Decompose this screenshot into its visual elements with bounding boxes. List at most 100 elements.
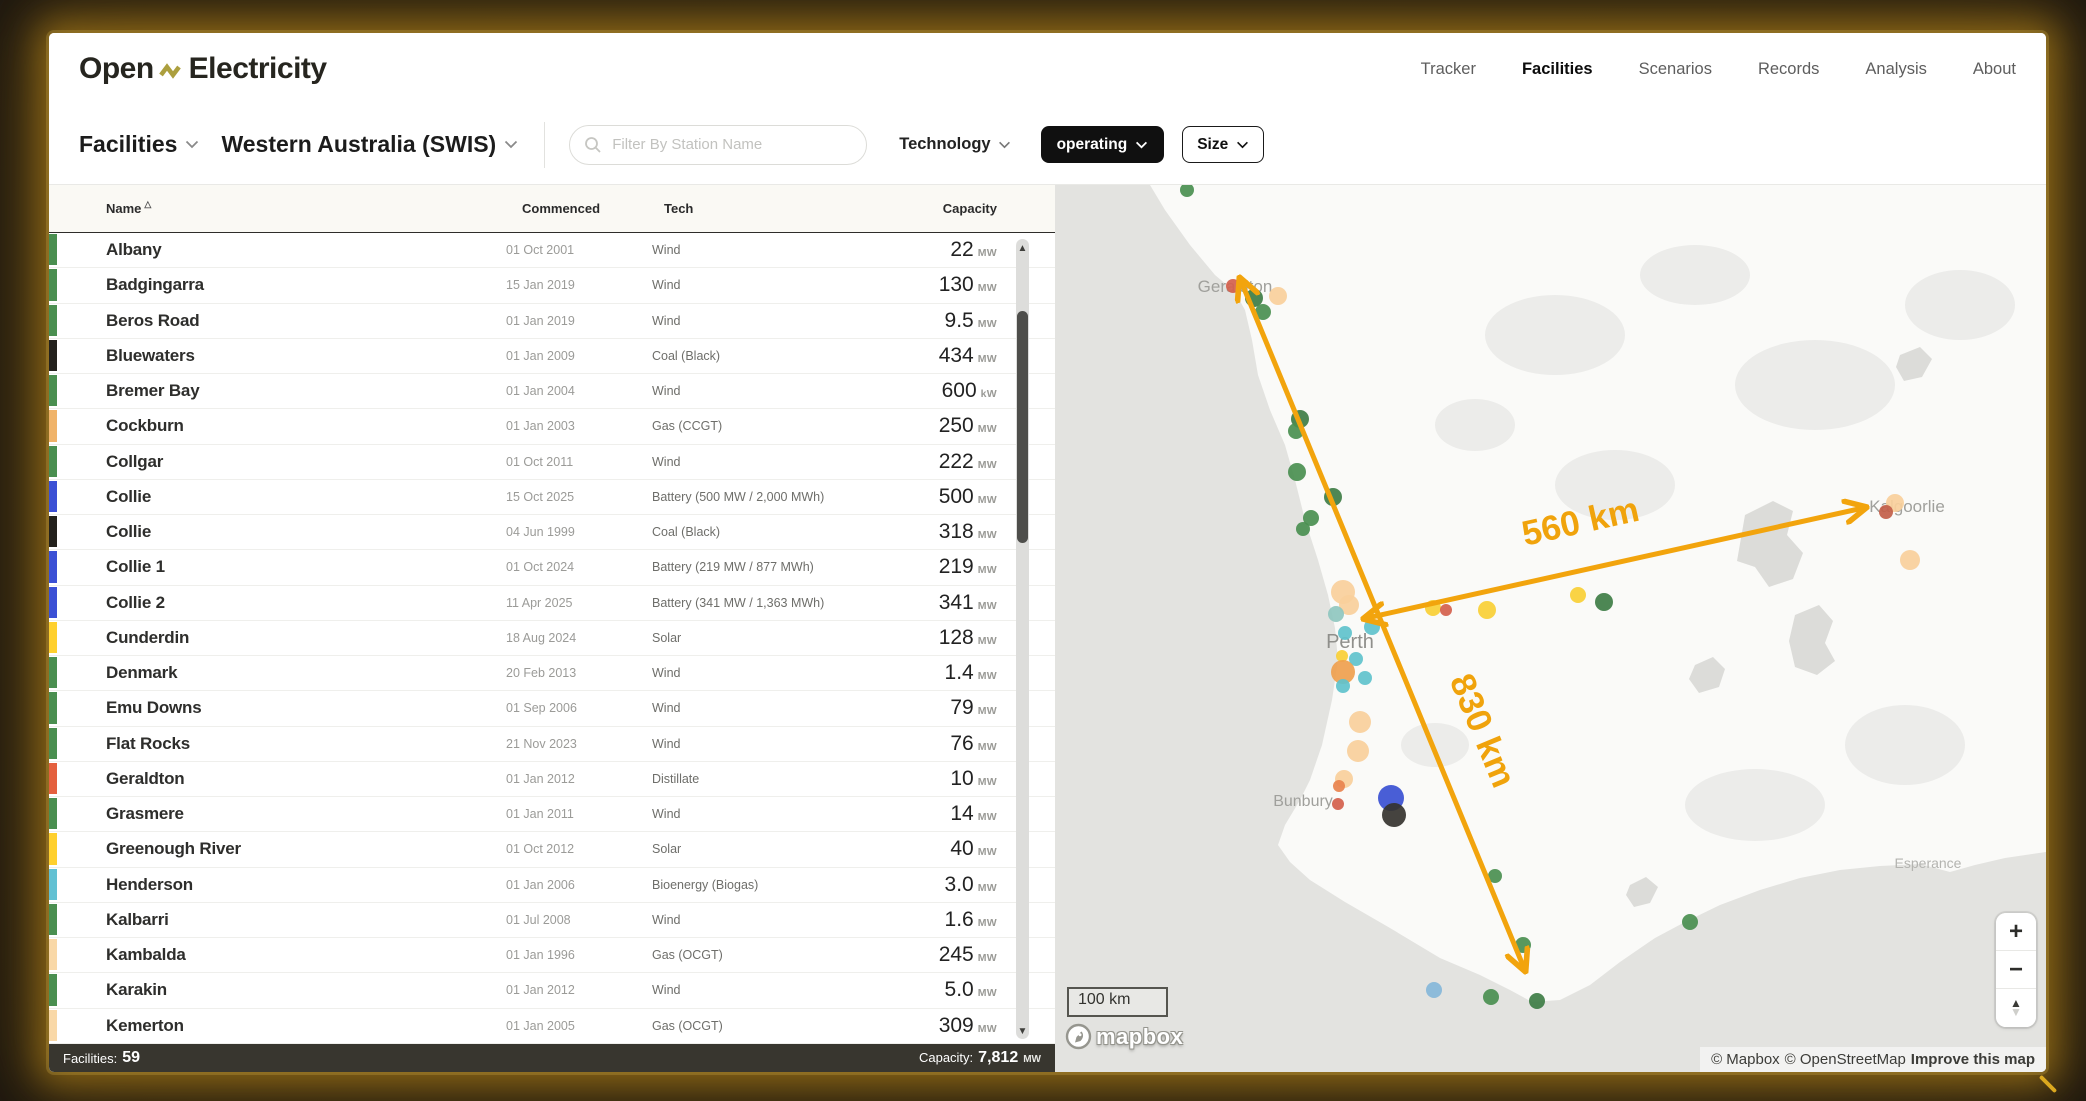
- facility-dot[interactable]: [1269, 287, 1287, 305]
- table-row[interactable]: Denmark 20 Feb 2013 Wind 1.4 MW: [49, 656, 1055, 692]
- table-row[interactable]: Albany 01 Oct 2001 Wind 22 MW: [49, 233, 1055, 269]
- table-row[interactable]: Kambalda 01 Jan 1996 Gas (OCGT) 245 MW: [49, 938, 1055, 974]
- scroll-up-icon[interactable]: ▲: [1017, 243, 1028, 254]
- table-row[interactable]: Henderson 01 Jan 2006 Bioenergy (Biogas) 3.…: [49, 867, 1055, 903]
- facility-capacity: 318 MW: [938, 520, 997, 544]
- table-row[interactable]: Flat Rocks 21 Nov 2023 Wind 76 MW: [49, 726, 1055, 762]
- table-row[interactable]: Collie 04 Jun 1999 Coal (Black) 318 MW: [49, 515, 1055, 551]
- column-header-capacity[interactable]: Capacity: [942, 201, 997, 216]
- mapbox-logo[interactable]: mapbox: [1065, 1023, 1183, 1050]
- facility-dot[interactable]: [1358, 671, 1372, 685]
- technology-dropdown[interactable]: Technology: [899, 135, 1010, 154]
- zoom-in-button[interactable]: +: [1996, 913, 2036, 951]
- table-row[interactable]: Cockburn 01 Jan 2003 Gas (CCGT) 250 MW: [49, 409, 1055, 445]
- table-row[interactable]: Bluewaters 01 Jan 2009 Coal (Black) 434 MW: [49, 338, 1055, 374]
- facility-name: Kalbarri: [106, 909, 169, 929]
- table-row[interactable]: Greenough River 01 Oct 2012 Solar 40 MW: [49, 832, 1055, 868]
- table-row[interactable]: Kemerton 01 Jan 2005 Gas (OCGT) 309 MW: [49, 1008, 1055, 1044]
- facility-commenced: 01 Jan 2005: [506, 1018, 575, 1033]
- facility-dot[interactable]: [1595, 593, 1613, 611]
- nav-item-about[interactable]: About: [1972, 59, 2016, 78]
- scroll-down-icon[interactable]: ▼: [1017, 1026, 1028, 1037]
- facility-name: Emu Downs: [106, 698, 202, 718]
- facility-dot[interactable]: [1364, 619, 1380, 635]
- nav-item-records[interactable]: Records: [1757, 59, 1820, 78]
- facility-commenced: 01 Oct 2024: [506, 560, 575, 575]
- facility-commenced: 15 Jan 2019: [506, 278, 575, 293]
- table-row[interactable]: Collie 2 11 Apr 2025 Battery (341 MW / 1,3…: [49, 585, 1055, 621]
- size-dropdown[interactable]: Size: [1182, 126, 1265, 163]
- tech-color-chip: [49, 410, 57, 442]
- table-row[interactable]: Geraldton 01 Jan 2012 Distillate 10 MW: [49, 761, 1055, 797]
- table-row[interactable]: Emu Downs 01 Sep 2006 Wind 79 MW: [49, 691, 1055, 727]
- zoom-out-button[interactable]: −: [1996, 951, 2036, 989]
- facility-dot[interactable]: [1288, 463, 1306, 481]
- table-row[interactable]: Badgingarra 15 Jan 2019 Wind 130 MW: [49, 268, 1055, 304]
- region-dropdown[interactable]: Western Australia (SWIS): [221, 131, 518, 158]
- table-row[interactable]: Collie 1 01 Oct 2024 Battery (219 MW / 877…: [49, 550, 1055, 586]
- facility-dot[interactable]: [1296, 522, 1310, 536]
- facilities-dropdown[interactable]: Facilities: [79, 131, 199, 158]
- chevron-down-icon: [186, 140, 199, 149]
- attribution-mapbox-link[interactable]: © Mapbox: [1711, 1051, 1780, 1068]
- table-row[interactable]: Grasmere 01 Jan 2011 Wind 14 MW: [49, 797, 1055, 833]
- table-row[interactable]: Beros Road 01 Jan 2019 Wind 9.5 MW: [49, 303, 1055, 339]
- facility-dot[interactable]: [1900, 550, 1920, 570]
- divider: [544, 121, 546, 168]
- tech-color-chip: [49, 692, 57, 724]
- tech-color-chip: [49, 551, 57, 583]
- facility-dot[interactable]: [1347, 740, 1369, 762]
- facility-dot[interactable]: [1478, 601, 1496, 619]
- facility-dot[interactable]: [1529, 993, 1545, 1009]
- facility-tech: Coal (Black): [652, 348, 721, 363]
- table-row[interactable]: Collie 15 Oct 2025 Battery (500 MW / 2,000…: [49, 479, 1055, 515]
- facility-dot[interactable]: [1226, 279, 1240, 293]
- facility-dot[interactable]: [1180, 185, 1194, 197]
- search-input[interactable]: [569, 124, 868, 165]
- facility-commenced: 01 Jul 2008: [506, 912, 571, 927]
- improve-map-link[interactable]: Improve this map: [1910, 1051, 2035, 1068]
- facility-dot[interactable]: [1570, 587, 1586, 603]
- map-canvas[interactable]: GeraldtonPerthBunburyKalgoorlieEsperance…: [1055, 185, 2046, 1072]
- compass-button[interactable]: ▲ ▼: [1996, 989, 2036, 1027]
- facility-capacity: 128 MW: [938, 625, 997, 649]
- facility-dot[interactable]: [1382, 803, 1406, 827]
- brand-logo[interactable]: Open Electricity: [79, 52, 327, 86]
- facility-dot[interactable]: [1338, 626, 1352, 640]
- facility-name: Bluewaters: [106, 345, 195, 365]
- column-header-tech[interactable]: Tech: [664, 201, 694, 216]
- capacity-total-unit: MW: [1023, 1054, 1041, 1065]
- nav-item-facilities[interactable]: Facilities: [1521, 59, 1593, 78]
- tech-color-chip: [49, 234, 57, 266]
- facility-dot[interactable]: [1333, 780, 1345, 792]
- map-scale-bar: 100 km: [1067, 987, 1168, 1017]
- table-scrollbar[interactable]: ▲ ▼: [1016, 239, 1029, 1039]
- nav-item-analysis[interactable]: Analysis: [1865, 59, 1927, 78]
- facility-dot[interactable]: [1336, 679, 1350, 693]
- table-row[interactable]: Collgar 01 Oct 2011 Wind 222 MW: [49, 444, 1055, 480]
- nav-item-scenarios[interactable]: Scenarios: [1638, 59, 1712, 78]
- table-row[interactable]: Kalbarri 01 Jul 2008 Wind 1.6 MW: [49, 902, 1055, 938]
- facility-dot[interactable]: [1440, 604, 1452, 616]
- facility-dot[interactable]: [1483, 989, 1499, 1005]
- facility-dot[interactable]: [1879, 505, 1893, 519]
- table-row[interactable]: Cunderdin 18 Aug 2024 Solar 128 MW: [49, 620, 1055, 656]
- scrollbar-thumb[interactable]: [1017, 311, 1028, 543]
- facilities-map[interactable]: GeraldtonPerthBunburyKalgoorlieEsperance…: [1055, 185, 2046, 1072]
- attribution-osm-link[interactable]: © OpenStreetMap: [1784, 1051, 1906, 1068]
- facility-dot[interactable]: [1328, 606, 1344, 622]
- main-nav: Tracker Facilities Scenarios Records Analysi…: [1421, 60, 2016, 79]
- table-row[interactable]: Karakin 01 Jan 2012 Wind 5.0 MW: [49, 973, 1055, 1009]
- facility-dot[interactable]: [1682, 914, 1698, 930]
- nav-item-tracker[interactable]: Tracker: [1420, 59, 1476, 78]
- facility-tech: Distillate: [652, 771, 700, 786]
- facility-name: Collie: [106, 522, 152, 542]
- column-header-name[interactable]: Name △: [106, 199, 151, 216]
- facility-dot[interactable]: [1426, 982, 1442, 998]
- column-header-commenced[interactable]: Commenced: [522, 201, 601, 216]
- table-row[interactable]: Bremer Bay 01 Jan 2004 Wind 600 kW: [49, 374, 1055, 410]
- facility-dot[interactable]: [1349, 711, 1371, 733]
- facility-dot[interactable]: [1332, 798, 1344, 810]
- status-dropdown[interactable]: operating: [1040, 126, 1165, 163]
- facility-name: Kemerton: [106, 1015, 184, 1035]
